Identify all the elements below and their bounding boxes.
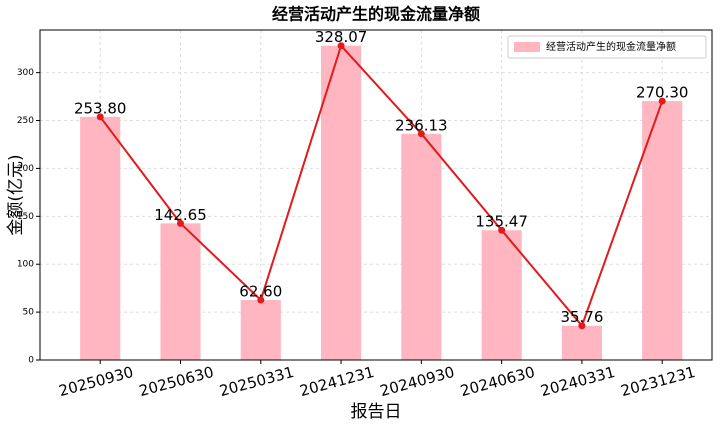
data-label: 35.76	[560, 308, 603, 326]
y-tick-label: 0	[28, 356, 34, 366]
y-tick-label: 250	[17, 116, 34, 126]
y-tick-label: 200	[17, 164, 34, 174]
y-tick-label: 150	[17, 212, 34, 222]
bar	[240, 300, 281, 360]
line	[99, 43, 664, 328]
x-axis-label: 报告日	[351, 402, 402, 422]
y-tick-label: 100	[17, 260, 34, 270]
line-point	[578, 322, 586, 330]
bar	[80, 116, 121, 360]
legend-box	[507, 35, 707, 59]
data-label: 135.47	[475, 213, 528, 231]
line-point	[96, 113, 104, 121]
data-label: 253.80	[74, 99, 127, 117]
bar	[401, 133, 442, 360]
line-point	[498, 226, 506, 234]
bar	[561, 325, 603, 360]
y-tick-label: 50	[23, 308, 35, 318]
plot-frame	[39, 29, 713, 361]
line-point	[658, 97, 666, 105]
line-point	[417, 130, 425, 138]
data-label: 142.65	[154, 206, 207, 224]
line-point	[337, 42, 345, 50]
line-point	[177, 219, 185, 227]
data-label: 62.60	[239, 283, 282, 301]
data-label: 328.07	[315, 28, 368, 46]
chart-title: 经营活动产生的现金流量净额	[272, 5, 480, 24]
y-axis-label: 金额(亿元)	[6, 154, 26, 235]
bar	[481, 230, 522, 360]
bar	[160, 223, 201, 360]
legend-swatch	[514, 42, 540, 52]
legend-label: 经营活动产生的现金流量净额	[546, 40, 676, 53]
data-label: 270.30	[636, 84, 689, 102]
line-point	[257, 296, 265, 304]
bar	[642, 101, 683, 361]
bar	[321, 45, 362, 360]
data-label: 236.13	[395, 116, 448, 134]
y-tick-label: 300	[17, 68, 34, 78]
